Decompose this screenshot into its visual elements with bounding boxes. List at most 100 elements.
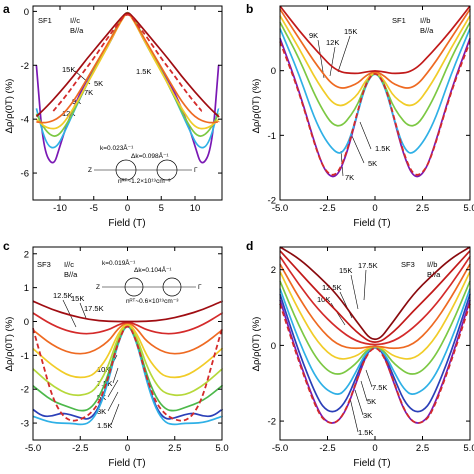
inset-density-c: nᴿᵀ~0.6×10¹⁹cm⁻³ [126,298,179,305]
x-tick-label: 0 [125,443,130,454]
leader-line [330,302,346,326]
panel-a: a Δρ/ρ(0T) (%) Field (T) SF1 I//c B//a 1… [3,2,198,229]
series-line-15k [35,12,220,118]
y-tick-label: 0 [271,66,276,77]
y-tick-label: 0 [24,317,29,328]
field-dir-b: B//a [420,26,434,35]
plot-area-c: -5.0 -2.5 0 2.5 5.0 2 1 0 -1 -2 -3 [21,246,229,454]
x-axis-label-a: Field (T) [108,218,145,229]
y-axis-label-a: Δρ/ρ(0T) (%) [4,79,15,134]
leader-line [79,302,87,319]
leader-line [351,135,365,164]
x-tick-label: 5.0 [463,203,474,214]
inset-dk-c: Δk=0.104Å⁻¹ [134,265,172,274]
inset-density-a: nᴿᵀ~1.2×10¹⁹cm⁻³ [118,178,171,185]
annotation-15k-c: 15K [71,294,84,303]
series-line-5k [32,325,223,412]
leader-line [354,389,364,416]
y-tick-label: 0 [271,341,276,352]
panel-label-a: a [3,2,10,16]
x-tick-label: -5 [90,203,98,214]
annotation-17p5k-c: 17.5K [84,304,104,313]
inset-dk-a: Δk=0.098Å⁻¹ [131,151,169,160]
current-dir-c: I//c [64,260,74,269]
y-tick-label: -2 [268,196,276,207]
sample-label-a: SF1 [38,16,52,25]
annotation-12p5k-d: 12.5K [322,283,342,292]
inset-z-c: Z [96,284,100,291]
leader-line [107,379,119,398]
inset-gamma-a: Γ [194,167,198,174]
leader-line [360,380,368,402]
series-line-15k [279,5,471,75]
leader-line [317,39,325,79]
annotation-12k-b: 12K [326,38,339,47]
fermi-pocket-inset-c: k=0.019Å⁻¹ Δk=0.104Å⁻¹ nᴿᵀ~0.6×10¹⁹cm⁻³ … [96,258,202,305]
plot-frame [32,246,223,441]
leader-line [365,369,373,388]
leader-line [350,274,359,310]
y-tick-label: -3 [21,419,29,430]
fit-curve-dashed [32,325,223,422]
annotation-9k-b: 9K [309,31,318,40]
series-line-5k [279,28,471,154]
fit-curve-dashed [279,41,471,176]
x-tick-label: 2.5 [168,443,181,454]
annotation-5k-b: 5K [368,159,377,168]
y-tick-label: 1 [24,283,29,294]
plot-area-b: -5.0 -2.5 0 2.5 5.0 0 -1 -2 [268,5,474,214]
plot-area-d: -5.0 -2.5 0 2.5 5.0 2 0 -2 [268,246,474,454]
annotation-7k-a: 7K [84,88,93,97]
x-axis-label-c: Field (T) [108,458,145,469]
leader-line [107,391,119,412]
inset-k-a: k=0.023Å⁻¹ [100,143,134,152]
y-axis-label-c: Δρ/ρ(0T) (%) [4,317,15,372]
annotation-17p5k-d: 17.5K [358,261,378,270]
leader-line [363,269,367,301]
series-line-9k [279,15,471,107]
series-line-1p5k [279,38,471,178]
current-dir-d: I//b [427,260,437,269]
annotation-1p5k-d: 1.5K [358,428,373,437]
annotation-3k-c: 3K [97,407,106,416]
series-line-3k [32,325,223,426]
x-tick-label: -2.5 [319,203,335,214]
series-line-10k [32,323,223,379]
annotation-7p5k-d: 7.5K [372,383,387,392]
annotation-1p5k-b: 1.5K [375,144,390,153]
fit-curve-dashed [52,13,203,112]
sample-label-b: SF1 [392,16,406,25]
series-line-15k [279,250,471,343]
fit-curve-dashed [279,303,471,424]
annotation-1p5k-c: 1.5K [97,421,112,430]
annotation-15k-b: 15K [344,27,357,36]
fermi-pocket-right [162,277,182,297]
y-tick-label: -4 [21,115,29,126]
x-tick-label: -5.0 [272,203,288,214]
annotation-12p5k-c: 12.5K [53,291,73,300]
y-axis-label-b: Δρ/ρ(0T) (%) [251,79,262,134]
series-line-12p5k [279,256,471,346]
leader-line [359,121,372,150]
sample-label-d: SF3 [401,260,415,269]
x-axis-label-b: Field (T) [353,218,390,229]
leader-line [337,35,351,73]
leader-line [62,299,77,328]
annotation-5k-d: 5K [367,397,376,406]
annotation-10k-c: 10K [97,365,110,374]
annotation-15k-a: 15K [62,65,75,74]
x-tick-label: 0 [125,203,130,214]
x-tick-label: 2.5 [416,443,429,454]
series-line-7p5k [32,324,223,397]
leader-line [110,403,120,426]
y-axis-label-d: Δρ/ρ(0T) (%) [251,317,262,372]
panel-label-d: d [246,239,253,253]
y-tick-label: 2 [24,249,29,260]
x-tick-label: -2.5 [319,443,335,454]
x-tick-label: -2.5 [72,443,88,454]
panel-label-c: c [3,239,10,253]
leader-line [339,291,353,319]
fermi-pocket-inset-a: k=0.023Å⁻¹ Δk=0.098Å⁻¹ nᴿᵀ~1.2×10¹⁹cm⁻³ … [88,143,198,185]
leader-line [349,397,359,433]
